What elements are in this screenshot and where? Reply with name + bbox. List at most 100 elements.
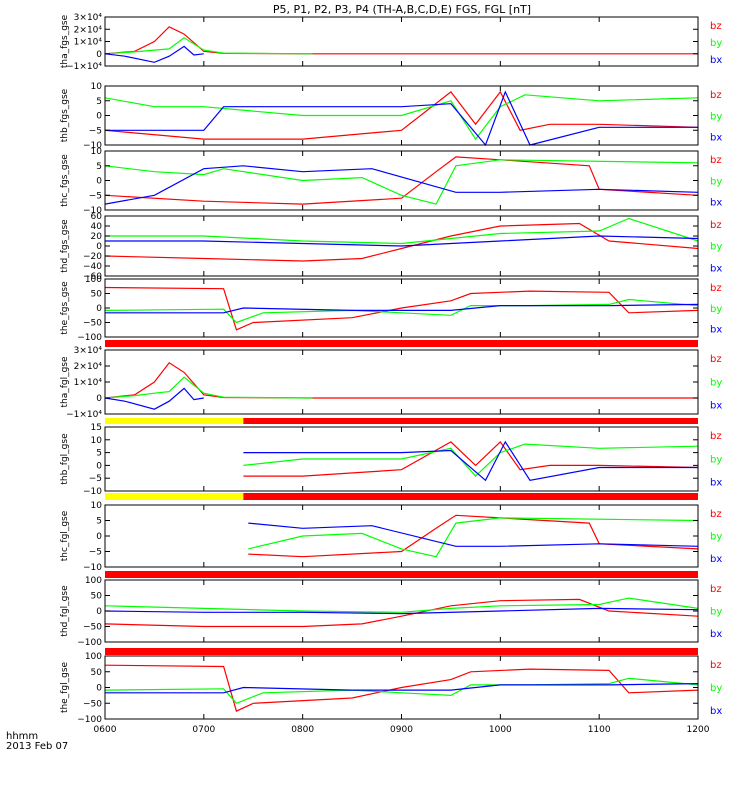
series-bz bbox=[248, 514, 699, 558]
series-by bbox=[105, 217, 699, 245]
y-tick-label: 3×10⁴ bbox=[74, 346, 103, 356]
panel-6: −1×10⁴ 0 1×10⁴ 2×10⁴ 3×10⁴ tha_fgl_gse bz by bx bbox=[60, 346, 722, 424]
y-tick-label: −100 bbox=[77, 333, 102, 343]
series-by bbox=[243, 443, 699, 477]
legend-bx: bx bbox=[710, 706, 722, 717]
y-tick-label: 40 bbox=[91, 222, 103, 232]
legend-bx: bx bbox=[710, 629, 722, 640]
legend-by: by bbox=[710, 607, 722, 618]
y-tick-label: −20 bbox=[83, 252, 102, 262]
series-bz bbox=[104, 156, 699, 205]
series-by bbox=[104, 94, 699, 141]
y-tick-label: 3×10⁴ bbox=[74, 13, 103, 23]
series-by bbox=[248, 517, 699, 558]
panel-ylabel: thd_fgs_gse bbox=[60, 219, 70, 273]
panel-5: −100 −50 0 50 100 the_fgs_gse bz by bx bbox=[60, 275, 722, 347]
panel-frame bbox=[104, 349, 699, 415]
panel-2: −10 −5 0 5 10 thb_fgs_gse bz by bx bbox=[60, 82, 722, 151]
panel-3: −10 −5 0 5 10 thc_fgs_gse bz by bx bbox=[60, 147, 722, 216]
y-tick-label: 0 bbox=[96, 461, 102, 471]
y-tick-label: 10 bbox=[91, 436, 103, 446]
legend-bz: bz bbox=[710, 21, 722, 32]
series-bx bbox=[104, 45, 204, 63]
legend-by: by bbox=[710, 683, 722, 694]
y-tick-label: 0 bbox=[96, 607, 102, 617]
y-tick-label: −10 bbox=[83, 563, 102, 573]
y-tick-label: 0 bbox=[96, 50, 102, 60]
legend-bx: bx bbox=[710, 401, 722, 412]
y-tick-label: 5 bbox=[96, 97, 102, 107]
series-bz bbox=[104, 361, 698, 399]
flag-bar-red bbox=[105, 571, 698, 578]
legend-bz: bz bbox=[710, 660, 722, 671]
y-tick-label: 1×10⁴ bbox=[74, 38, 103, 48]
y-tick-label: −10 bbox=[83, 206, 102, 216]
y-tick-label: −50 bbox=[83, 319, 102, 329]
panel-ylabel: thc_fgl_gse bbox=[60, 510, 70, 561]
legend-bx: bx bbox=[710, 554, 722, 565]
x-tick-label: 1100 bbox=[588, 725, 611, 735]
x-tick-label: 1200 bbox=[687, 725, 710, 735]
legend-by: by bbox=[710, 111, 722, 122]
y-tick-label: 100 bbox=[85, 576, 102, 586]
series-bz bbox=[243, 440, 699, 477]
x-tick-label: 0800 bbox=[291, 725, 314, 735]
series-bz bbox=[104, 26, 698, 55]
y-tick-label: −10 bbox=[83, 141, 102, 151]
date-label: 2013 Feb 07 bbox=[6, 741, 68, 752]
y-tick-label: −1×10⁴ bbox=[66, 62, 102, 72]
y-tick-label: −5 bbox=[89, 548, 102, 558]
y-tick-label: 10 bbox=[91, 147, 103, 157]
y-tick-label: 20 bbox=[91, 232, 103, 242]
time-label: hhmm bbox=[6, 731, 38, 742]
legend-bz: bz bbox=[710, 220, 722, 231]
y-tick-label: −10 bbox=[83, 487, 102, 497]
legend-bx: bx bbox=[710, 133, 722, 144]
y-tick-label: 50 bbox=[91, 668, 103, 678]
y-tick-label: 0 bbox=[96, 112, 102, 122]
legend-bx: bx bbox=[710, 263, 722, 274]
y-tick-label: 5 bbox=[96, 517, 102, 527]
y-tick-label: 50 bbox=[91, 290, 103, 300]
legend-bz: bz bbox=[710, 584, 722, 595]
series-by bbox=[104, 597, 699, 613]
legend-bz: bz bbox=[710, 155, 722, 166]
panel-10: −100 −50 0 50 100 0600 0700 0800 0900 1000 1100 120… bbox=[60, 652, 722, 735]
legend-bz: bz bbox=[710, 509, 722, 520]
legend-by: by bbox=[710, 242, 722, 253]
y-tick-label: 0 bbox=[96, 394, 102, 404]
series-bx bbox=[104, 165, 699, 205]
flag-bar-red bbox=[243, 493, 698, 500]
panel-frame bbox=[104, 16, 699, 67]
flag-bar-red bbox=[105, 340, 698, 347]
panel-frame bbox=[104, 504, 699, 568]
series-bx bbox=[243, 440, 698, 482]
series-by bbox=[104, 677, 699, 705]
series-bz bbox=[104, 598, 699, 628]
series-by bbox=[104, 376, 313, 399]
panel-8: −10 −5 0 5 10 thc_fgl_gse bz by bx bbox=[60, 501, 722, 578]
y-tick-label: 0 bbox=[96, 532, 102, 542]
legend-by: by bbox=[710, 454, 722, 465]
panel-ylabel: the_fgl_gse bbox=[60, 661, 70, 713]
y-tick-label: 0 bbox=[96, 304, 102, 314]
flag-bar-yellow bbox=[105, 493, 244, 500]
flag-bar-red bbox=[243, 418, 698, 424]
panel-ylabel: tha_fgl_gse bbox=[60, 356, 70, 408]
panel-ylabel: the_fgs_gse bbox=[60, 281, 70, 335]
y-tick-label: 5 bbox=[96, 449, 102, 459]
panel-ylabel: thd_fgl_gse bbox=[60, 585, 70, 637]
series-by bbox=[104, 37, 313, 55]
y-tick-label: 1×10⁴ bbox=[74, 378, 103, 388]
panel-ylabel: thb_fgl_gse bbox=[60, 433, 70, 485]
y-tick-label: −60 bbox=[83, 272, 102, 282]
y-tick-label: −5 bbox=[89, 126, 102, 136]
series-by bbox=[104, 298, 699, 324]
y-tick-label: 100 bbox=[85, 652, 102, 662]
y-tick-label: 50 bbox=[91, 592, 103, 602]
x-tick-label: 0900 bbox=[390, 725, 413, 735]
series-bx bbox=[105, 303, 699, 314]
flag-bar-yellow bbox=[105, 418, 244, 424]
